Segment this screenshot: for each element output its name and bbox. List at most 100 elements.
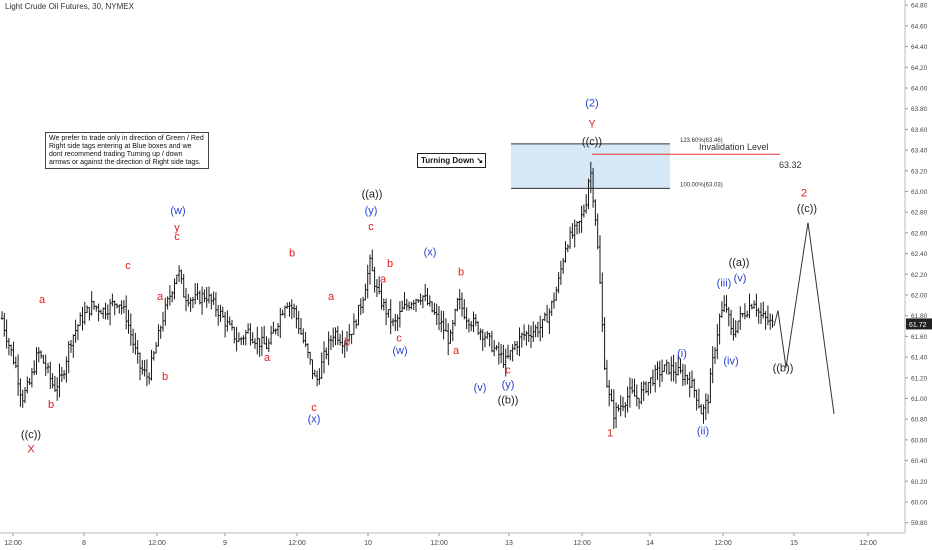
ohlc-bar bbox=[3, 312, 6, 337]
ohlc-bar bbox=[76, 324, 80, 341]
ohlc-bar bbox=[693, 378, 696, 398]
wave-label: c bbox=[368, 221, 374, 233]
price-axis[interactable]: 59.80 60.00 60.20 60.40 60.60 60.80 61.00 61.20… bbox=[904, 0, 932, 533]
ohlc-bar bbox=[315, 370, 319, 387]
ohlc-bar bbox=[568, 226, 572, 249]
ohlc-bar bbox=[704, 393, 707, 420]
wave-label: ((b)) bbox=[773, 363, 794, 375]
ohlc-bar bbox=[424, 283, 427, 302]
ohlc-bar bbox=[621, 396, 625, 412]
price-tick-label: 62.80 bbox=[911, 210, 928, 217]
ohlc-bar bbox=[136, 340, 139, 364]
ohlc-bar bbox=[640, 381, 643, 405]
wave-label: Y bbox=[588, 118, 596, 130]
ohlc-bar bbox=[334, 327, 337, 346]
projection-path bbox=[773, 222, 835, 415]
price-tick-label: 64.60 bbox=[911, 23, 928, 30]
time-axis[interactable]: 12:00 8 12:00 9 12:00 10 12:00 13 12:00 14 12:00 15… bbox=[0, 532, 905, 547]
ohlc-bar bbox=[718, 313, 721, 345]
ohlc-bar bbox=[378, 276, 381, 295]
ohlc-bar bbox=[56, 377, 59, 401]
ohlc-bar bbox=[177, 265, 181, 282]
ohlc-bar bbox=[62, 370, 66, 380]
ohlc-bar bbox=[226, 310, 229, 332]
ohlc-bar bbox=[582, 204, 586, 218]
price-tick-label: 61.80 bbox=[911, 313, 928, 320]
price-tick-label: 62.40 bbox=[911, 251, 928, 258]
wave-label: ((a)) bbox=[729, 257, 750, 269]
ohlc-bar bbox=[412, 299, 415, 311]
wave-label: b bbox=[162, 371, 168, 383]
ohlc-bar bbox=[688, 371, 691, 398]
ohlc-bar bbox=[522, 324, 526, 341]
ohlc-bar bbox=[658, 360, 661, 388]
ohlc-bar bbox=[419, 293, 422, 305]
wave-label: ((c)) bbox=[582, 136, 602, 148]
ohlc-bar bbox=[410, 301, 413, 310]
fibonacci-box-layer: 123.60%(63.46) 100.00%(63.03) Invalidation… bbox=[511, 138, 802, 189]
price-tick-label: 60.00 bbox=[911, 499, 928, 506]
ohlc-bar bbox=[175, 274, 178, 285]
ohlc-bar bbox=[283, 305, 287, 319]
ohlc-bar bbox=[28, 378, 31, 386]
ohlc-bar bbox=[453, 308, 457, 327]
ohlc-bar bbox=[51, 373, 54, 389]
ohlc-bar bbox=[516, 340, 519, 356]
ohlc-bar bbox=[479, 328, 482, 341]
ohlc-bar bbox=[120, 300, 123, 315]
ohlc-bar bbox=[578, 220, 581, 234]
wave-label: X bbox=[27, 443, 35, 455]
wave-label: b bbox=[289, 248, 295, 260]
ohlc-bar bbox=[345, 331, 349, 352]
ohlc-bar bbox=[527, 324, 530, 343]
ohlc-bar bbox=[371, 249, 374, 272]
time-tick-label: 12:00 bbox=[288, 540, 306, 547]
ohlc-bar bbox=[417, 299, 420, 303]
ohlc-bar bbox=[536, 321, 540, 338]
ohlc-bar bbox=[681, 363, 684, 387]
wave-label: (iv) bbox=[723, 355, 738, 367]
wave-label: (2) bbox=[585, 98, 598, 110]
ohlc-bar bbox=[585, 194, 588, 214]
ohlc-bar bbox=[677, 355, 680, 376]
ohlc-bar bbox=[141, 360, 144, 375]
ohlc-bar bbox=[766, 305, 770, 326]
price-tick-label: 61.20 bbox=[911, 375, 928, 382]
ohlc-bar bbox=[465, 307, 468, 330]
ohlc-bar bbox=[555, 286, 558, 301]
ohlc-bar bbox=[709, 368, 712, 404]
wave-label: y bbox=[174, 222, 180, 234]
wave-label: b bbox=[387, 258, 393, 270]
wave-label: c bbox=[396, 333, 402, 345]
ohlc-bar bbox=[463, 299, 466, 320]
ohlc-bar bbox=[148, 372, 151, 385]
ohlc-bar bbox=[642, 380, 645, 402]
ohlc-bar bbox=[329, 335, 333, 351]
ohlc-bar bbox=[596, 213, 599, 250]
ohlc-bar bbox=[157, 324, 160, 347]
ohlc-bar bbox=[495, 345, 498, 351]
ohlc-bar bbox=[695, 389, 698, 411]
ohlc-bar bbox=[292, 303, 296, 318]
ohlc-bar bbox=[168, 285, 172, 306]
price-tick-label: 61.60 bbox=[911, 334, 928, 341]
chart-title: Light Crude Oil Futures, 30, NYMEX bbox=[5, 2, 134, 11]
ohlc-bar bbox=[69, 340, 73, 353]
ohlc-bar bbox=[65, 356, 68, 383]
ohlc-bar bbox=[470, 320, 473, 332]
ohlc-bar bbox=[191, 296, 195, 309]
ohlc-bar bbox=[587, 178, 590, 210]
price-tick-label: 60.40 bbox=[911, 458, 928, 465]
ohlc-bar bbox=[387, 309, 390, 318]
ohlc-bar bbox=[145, 359, 149, 386]
ohlc-bar bbox=[456, 297, 459, 312]
ohlc-bar bbox=[49, 361, 52, 389]
ohlc-bar bbox=[355, 319, 358, 329]
trading-note: We prefer to trade only in direction of … bbox=[45, 132, 209, 169]
wave-label: (y) bbox=[502, 379, 515, 391]
ohlc-bar bbox=[348, 324, 351, 342]
ohlc-bar bbox=[313, 369, 316, 377]
ohlc-bar bbox=[741, 312, 744, 318]
price-tick-label: 63.20 bbox=[911, 168, 928, 175]
